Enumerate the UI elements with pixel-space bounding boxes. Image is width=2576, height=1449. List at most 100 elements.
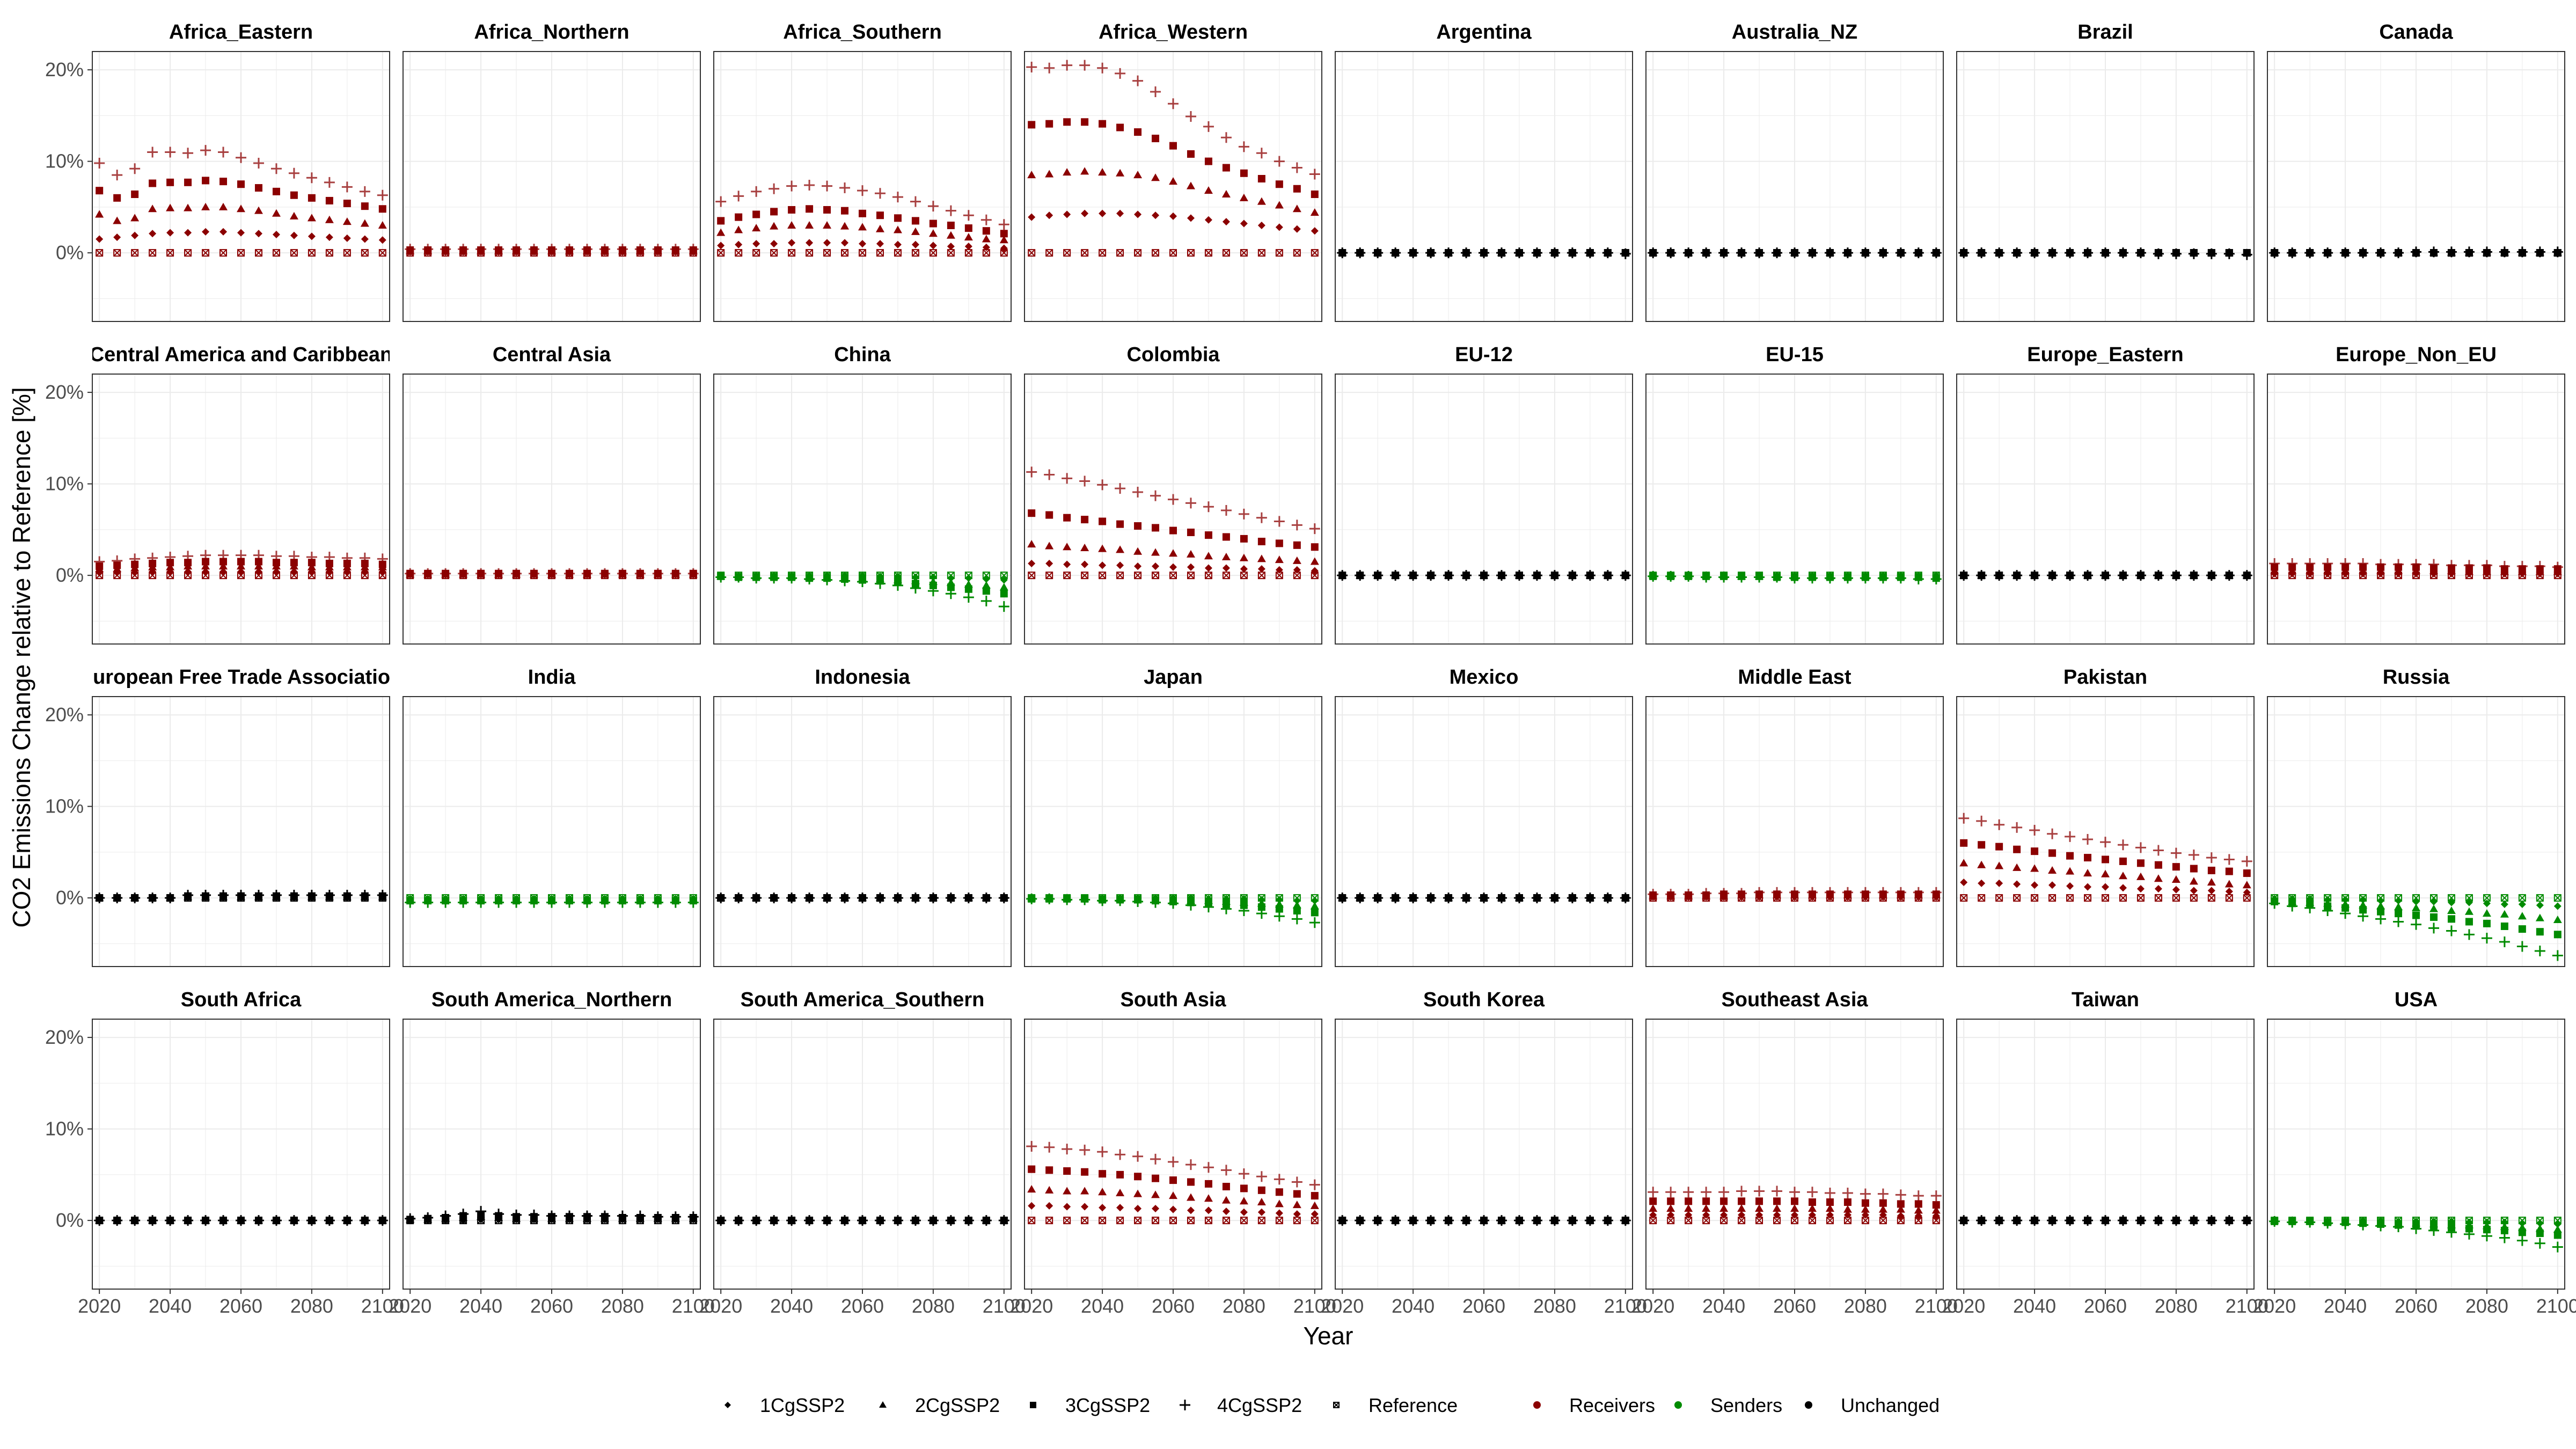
- data-points: [715, 892, 1009, 904]
- point-1cgssp2: [1116, 561, 1124, 569]
- point-4cgssp2: [236, 152, 246, 163]
- panel-european-free-trade-association: European Free Trade Association 0% 10% 20%: [45, 666, 390, 967]
- point-4cgssp2: [2135, 247, 2146, 259]
- point-3cgssp2: [1311, 543, 1319, 551]
- point-2cgssp2: [2207, 878, 2216, 886]
- point-4cgssp2: [1718, 572, 1730, 583]
- point-4cgssp2: [1930, 1190, 1942, 1202]
- point-2cgssp2: [1861, 1205, 1870, 1213]
- point-4cgssp2: [2011, 822, 2023, 833]
- panel-africa-western: Africa_Western: [1024, 21, 1322, 322]
- point-4cgssp2: [2117, 570, 2128, 581]
- point-3cgssp2: [184, 559, 192, 567]
- point-3cgssp2: [237, 180, 245, 188]
- point-1cgssp2: [1169, 1205, 1177, 1213]
- point-2cgssp2: [1684, 1204, 1693, 1212]
- point-4cgssp2: [529, 244, 540, 255]
- point-3cgssp2: [2243, 869, 2251, 877]
- point-4cgssp2: [2153, 1215, 2164, 1226]
- x-tick-label: 2040: [2013, 1295, 2056, 1317]
- point-4cgssp2: [2047, 570, 2058, 581]
- point-4cgssp2: [511, 897, 522, 908]
- panel-title: Pakistan: [2063, 666, 2147, 689]
- point-3cgssp2: [2483, 919, 2491, 927]
- point-4cgssp2: [652, 568, 663, 579]
- point-1cgssp2: [219, 228, 228, 236]
- point-4cgssp2: [324, 890, 335, 901]
- point-3cgssp2: [166, 559, 174, 567]
- gridlines: [1335, 697, 1633, 967]
- point-2cgssp2: [1221, 189, 1231, 197]
- point-4cgssp2: [1408, 247, 1419, 259]
- point-4cgssp2: [1648, 570, 1659, 582]
- point-1cgssp2: [947, 243, 955, 251]
- point-3cgssp2: [1960, 839, 1968, 847]
- point-2cgssp2: [2429, 904, 2438, 912]
- point-4cgssp2: [1132, 75, 1144, 86]
- point-4cgssp2: [236, 1215, 246, 1226]
- panel-south-korea: South Korea 2020 2040 2060 2080 2100: [1321, 989, 1647, 1317]
- point-4cgssp2: [1044, 62, 1055, 74]
- point-3cgssp2: [1843, 1198, 1851, 1206]
- point-4cgssp2: [2552, 246, 2563, 258]
- point-reference: [770, 249, 778, 257]
- point-4cgssp2: [2393, 559, 2404, 570]
- point-4cgssp2: [2029, 1215, 2040, 1226]
- point-2cgssp2: [2553, 1225, 2562, 1233]
- point-1cgssp2: [1275, 896, 1283, 904]
- point-2cgssp2: [1098, 1188, 1107, 1196]
- point-reference: [1204, 1217, 1212, 1225]
- point-reference: [894, 249, 902, 257]
- point-2cgssp2: [1027, 540, 1036, 548]
- legend-symbol: [724, 1402, 731, 1408]
- point-3cgssp2: [1914, 1200, 1922, 1208]
- point-4cgssp2: [617, 244, 628, 255]
- gridlines: [92, 697, 390, 967]
- point-4cgssp2: [1701, 888, 1712, 899]
- point-1cgssp2: [254, 568, 262, 576]
- point-4cgssp2: [1958, 1215, 1970, 1226]
- point-4cgssp2: [564, 1210, 575, 1221]
- panel-title: India: [528, 666, 576, 689]
- legend-color-dot: [1674, 1401, 1682, 1409]
- point-1cgssp2: [1099, 209, 1107, 217]
- point-3cgssp2: [1240, 535, 1248, 543]
- point-4cgssp2: [1976, 1215, 1987, 1226]
- x-tick-label: 2040: [1081, 1295, 1124, 1317]
- point-1cgssp2: [929, 573, 937, 581]
- point-4cgssp2: [165, 552, 176, 563]
- point-4cgssp2: [200, 1215, 211, 1226]
- point-4cgssp2: [1683, 1187, 1694, 1198]
- point-4cgssp2: [1220, 1165, 1232, 1176]
- point-4cgssp2: [1877, 887, 1889, 898]
- point-2cgssp2: [1080, 1187, 1089, 1195]
- point-4cgssp2: [1425, 892, 1437, 904]
- legend-item-reference: Reference: [1333, 1394, 1458, 1416]
- point-3cgssp2: [1116, 1170, 1124, 1179]
- point-4cgssp2: [599, 568, 610, 579]
- point-4cgssp2: [1355, 1215, 1366, 1226]
- point-4cgssp2: [2153, 248, 2164, 259]
- point-reference: [1152, 249, 1160, 257]
- point-reference: [1222, 249, 1230, 257]
- point-4cgssp2: [1913, 887, 1924, 898]
- point-4cgssp2: [1824, 887, 1835, 898]
- point-1cgssp2: [1995, 879, 2003, 887]
- point-2cgssp2: [130, 214, 140, 222]
- point-4cgssp2: [1291, 1176, 1302, 1188]
- data-points: [405, 1206, 699, 1225]
- point-4cgssp2: [2269, 247, 2280, 259]
- point-4cgssp2: [2552, 561, 2563, 573]
- point-4cgssp2: [1718, 888, 1730, 899]
- point-4cgssp2: [1913, 573, 1924, 584]
- panel-title: South America_Northern: [431, 989, 672, 1011]
- y-tick-label: 10%: [45, 150, 84, 172]
- point-2cgssp2: [1239, 1197, 1248, 1205]
- point-reference: [1275, 1217, 1283, 1225]
- point-4cgssp2: [892, 892, 903, 904]
- panel-title: Africa_Western: [1099, 21, 1248, 43]
- point-4cgssp2: [1772, 572, 1783, 583]
- point-reference: [1045, 572, 1053, 580]
- point-1cgssp2: [1152, 562, 1160, 570]
- point-4cgssp2: [2340, 1218, 2351, 1230]
